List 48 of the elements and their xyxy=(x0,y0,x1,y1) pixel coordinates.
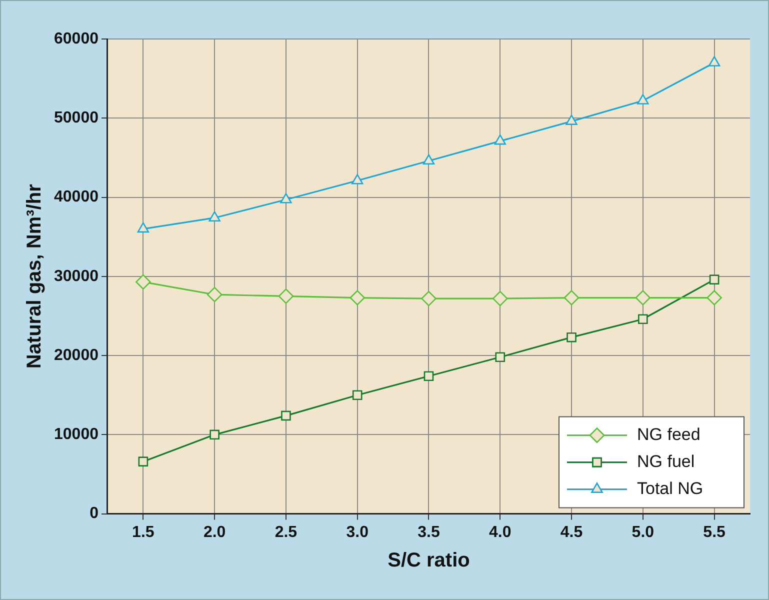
point xyxy=(706,290,722,306)
x-tick-label: 2.5 xyxy=(274,524,298,541)
point xyxy=(136,274,151,290)
point xyxy=(708,56,720,66)
legend-label: Total NG xyxy=(637,478,704,498)
point xyxy=(138,456,148,466)
point xyxy=(421,290,436,306)
point xyxy=(281,410,291,421)
x-tick-label: 4.5 xyxy=(560,524,583,541)
x-tick-label: 3.5 xyxy=(418,524,440,541)
y-axis-title: Natural gas, Nm³/hr xyxy=(24,184,46,369)
x-tick-label: 1.5 xyxy=(132,524,154,541)
point xyxy=(564,290,580,306)
point xyxy=(495,352,506,362)
point xyxy=(352,390,362,400)
point xyxy=(638,314,648,324)
point xyxy=(566,114,578,125)
y-tick-label: 30000 xyxy=(54,268,99,285)
point xyxy=(206,286,222,302)
point xyxy=(278,288,294,304)
point xyxy=(566,332,576,342)
point xyxy=(494,134,506,145)
point xyxy=(422,154,435,165)
y-tick-label: 10000 xyxy=(54,426,99,444)
point xyxy=(280,192,292,204)
legend-label: NG fuel xyxy=(637,452,695,471)
point xyxy=(137,222,150,233)
x-tick-label: 2.0 xyxy=(203,524,226,541)
x-axis-title: S/C ratio xyxy=(388,550,470,572)
point xyxy=(635,290,651,306)
y-tick-label: 50000 xyxy=(54,110,99,127)
point xyxy=(210,430,220,440)
x-tick-label: 5.0 xyxy=(632,524,654,541)
point xyxy=(492,290,508,306)
y-tick-label: 40000 xyxy=(54,188,99,206)
point xyxy=(208,211,220,222)
point xyxy=(637,94,649,104)
y-tick-label: 60000 xyxy=(54,30,99,48)
x-tick-label: 4.0 xyxy=(489,524,512,541)
y-tick-label: 20000 xyxy=(54,346,99,364)
x-tick-label: 3.0 xyxy=(346,524,369,541)
point xyxy=(709,274,720,284)
x-tick-label: 5.5 xyxy=(703,524,726,541)
point xyxy=(424,371,434,381)
y-tick-label: 0 xyxy=(90,505,99,522)
legend-label: NG feed xyxy=(637,424,700,444)
point xyxy=(350,290,366,306)
point xyxy=(352,174,364,184)
